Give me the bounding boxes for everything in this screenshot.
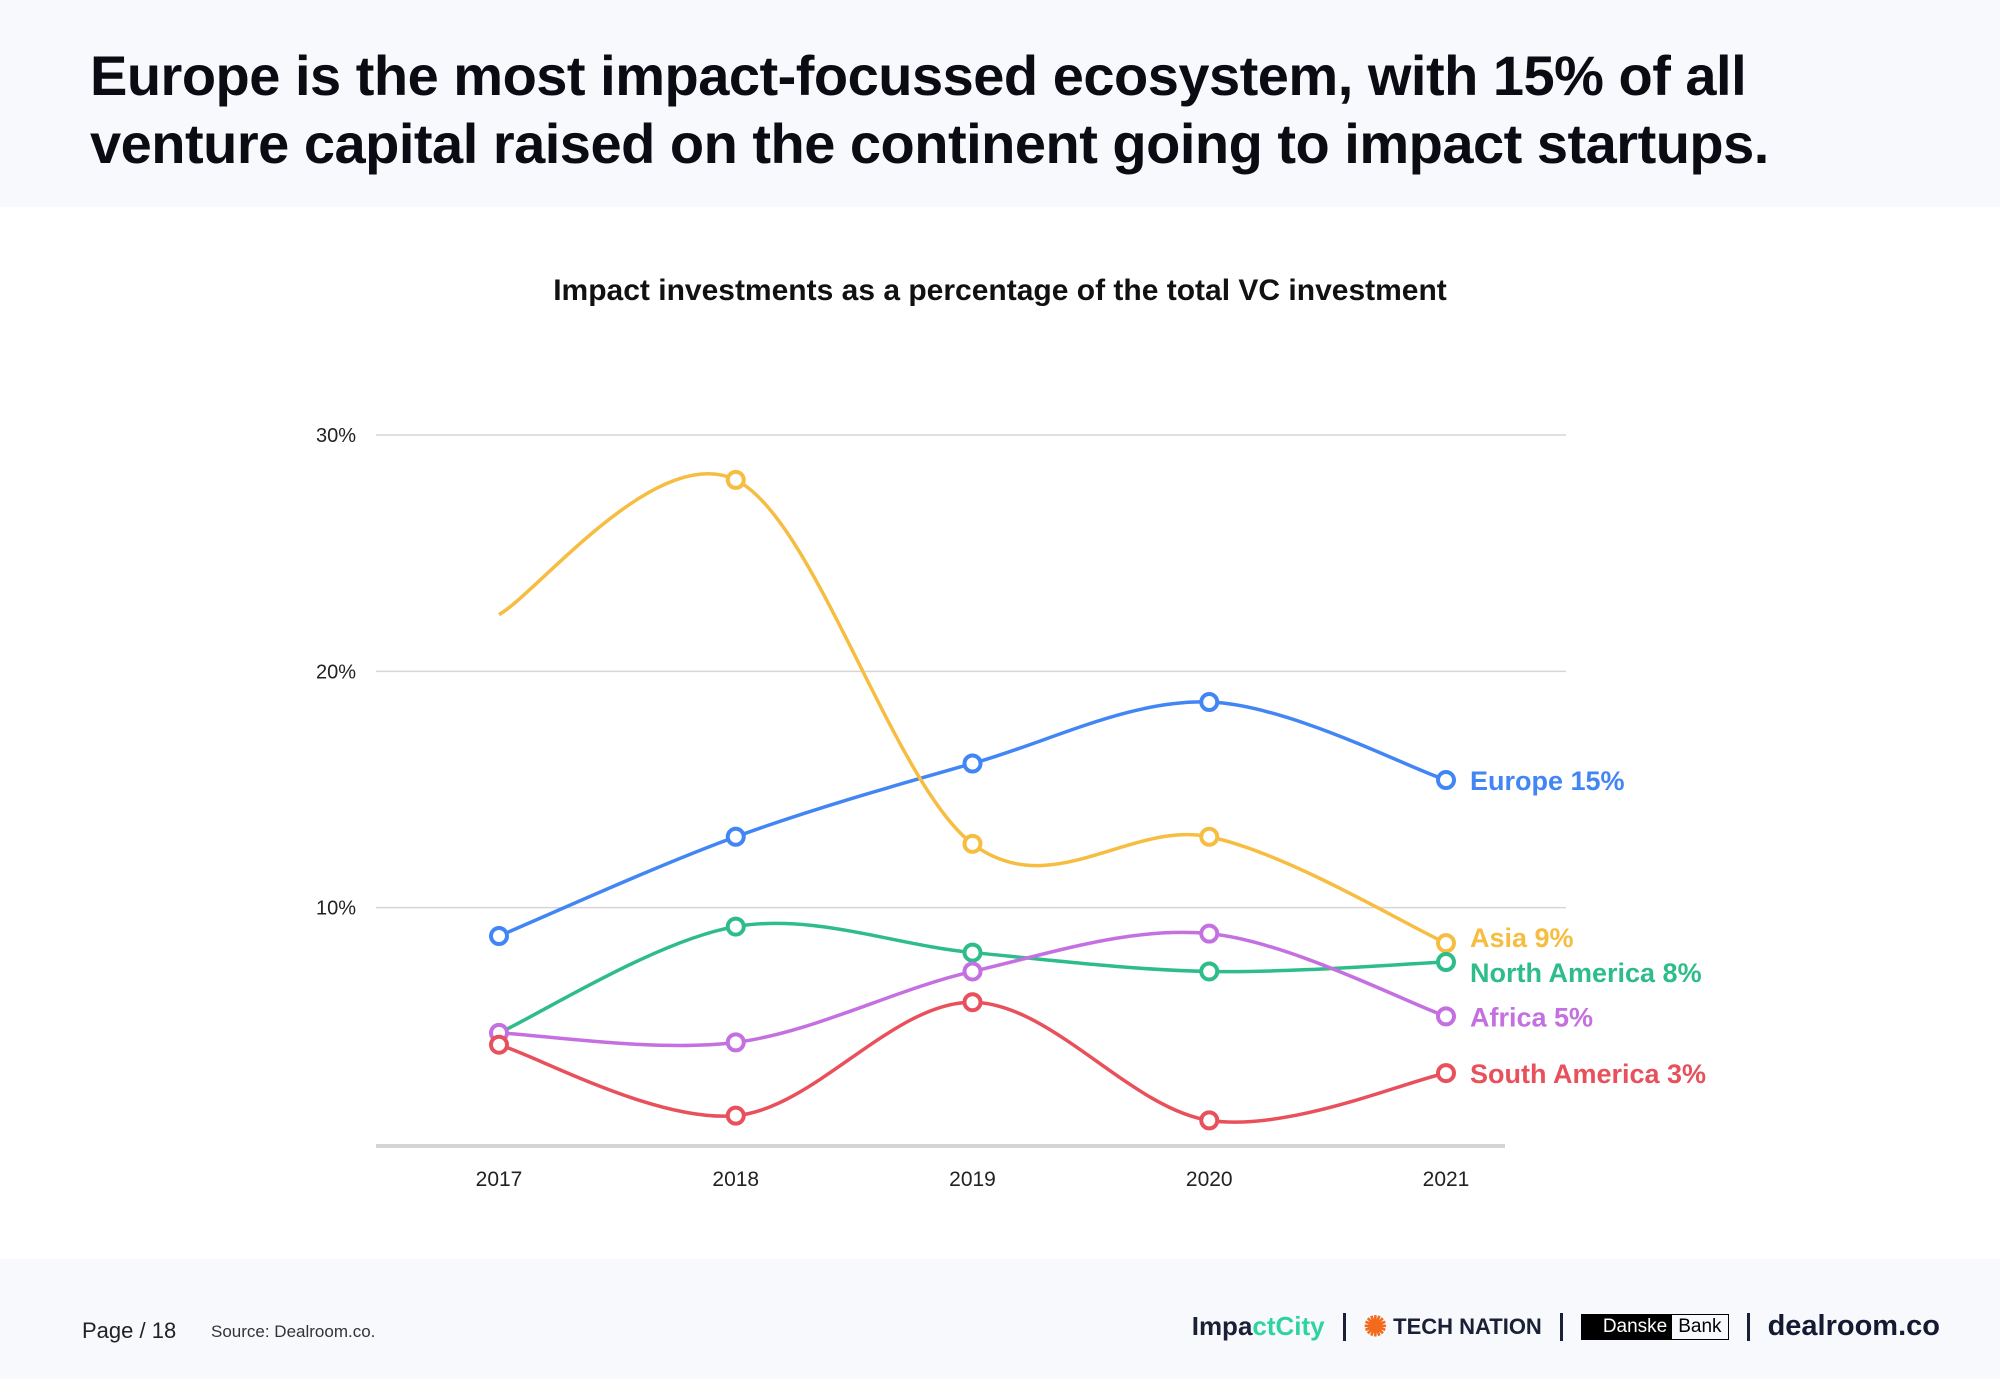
data-point xyxy=(725,1032,746,1053)
data-point xyxy=(725,826,746,847)
data-point xyxy=(962,992,983,1013)
series-label: North America 8% xyxy=(1470,958,1702,988)
divider xyxy=(1559,1312,1563,1341)
dealroom-logo: dealroom.co xyxy=(1767,1310,1940,1342)
divider xyxy=(1746,1312,1750,1341)
source-note: Source: Dealroom.co. xyxy=(211,1322,376,1341)
data-point xyxy=(1199,1110,1220,1131)
series-label: South America 3% xyxy=(1470,1059,1706,1089)
technation-logo: ✺ TECH NATION xyxy=(1364,1310,1542,1343)
data-point xyxy=(1436,770,1456,791)
data-point xyxy=(1199,826,1220,847)
y-tick-label: 30% xyxy=(316,425,356,447)
data-point xyxy=(962,753,983,774)
sun-icon: ✺ xyxy=(1363,1311,1388,1342)
x-tick-label: 2018 xyxy=(712,1168,759,1191)
line-chart: 10% 20% 30% 2017 2018 2019 2020 2021 Europe 15% A… xyxy=(316,425,1706,1191)
data-point xyxy=(725,1105,746,1126)
data-point xyxy=(962,833,983,854)
data-point xyxy=(1199,692,1220,713)
x-tick-label: 2019 xyxy=(949,1168,996,1191)
danske-bank-logo: Danske Bank xyxy=(1580,1313,1729,1340)
data-point xyxy=(1436,1006,1456,1027)
data-point xyxy=(725,916,746,937)
page-number: Page / 18 xyxy=(82,1318,177,1343)
data-point xyxy=(1436,952,1456,973)
header: Europe is the most impact-focussed ecosy… xyxy=(0,0,2000,207)
series-line-south-america xyxy=(498,1000,1447,1124)
bank-text: Bank xyxy=(1671,1313,1729,1340)
x-tick-label: 2017 xyxy=(476,1168,523,1191)
x-tick-label: 2020 xyxy=(1186,1168,1233,1191)
divider xyxy=(1342,1312,1346,1341)
y-tick-label: 10% xyxy=(316,898,356,920)
data-point xyxy=(489,926,509,947)
technation-text: TECH NATION xyxy=(1393,1313,1542,1339)
footer: Page / 18 Source: Dealroom.co. ImpactCit… xyxy=(0,1259,2000,1379)
data-point xyxy=(1199,961,1220,982)
data-point xyxy=(1436,933,1456,954)
y-tick-label: 20% xyxy=(316,661,356,683)
impactcity-logo: ImpactCity xyxy=(1192,1311,1325,1342)
data-point xyxy=(962,961,983,982)
data-point xyxy=(1436,1063,1456,1084)
headline: Europe is the most impact-focussed ecosy… xyxy=(90,44,1769,175)
data-point xyxy=(1199,923,1220,944)
partner-logos: ImpactCity ✺ TECH NATION Danske Bank dealr… xyxy=(1192,1310,1940,1343)
series-line-europe xyxy=(498,700,1447,938)
series-label: Africa 5% xyxy=(1470,1002,1593,1032)
series-label: Asia 9% xyxy=(1470,923,1574,953)
series-line-asia xyxy=(498,471,1447,945)
x-tick-label: 2021 xyxy=(1423,1168,1470,1191)
data-point xyxy=(962,942,983,963)
danske-text: Danske xyxy=(1580,1313,1672,1340)
data-point xyxy=(725,469,746,490)
data-point xyxy=(489,1034,509,1055)
impactcity-logo-a: Impa xyxy=(1191,1311,1253,1341)
chart-title: Impact investments as a percentage of th… xyxy=(553,274,1447,307)
series-label: Europe 15% xyxy=(1470,766,1625,796)
impactcity-logo-b: ctCity xyxy=(1252,1311,1325,1341)
